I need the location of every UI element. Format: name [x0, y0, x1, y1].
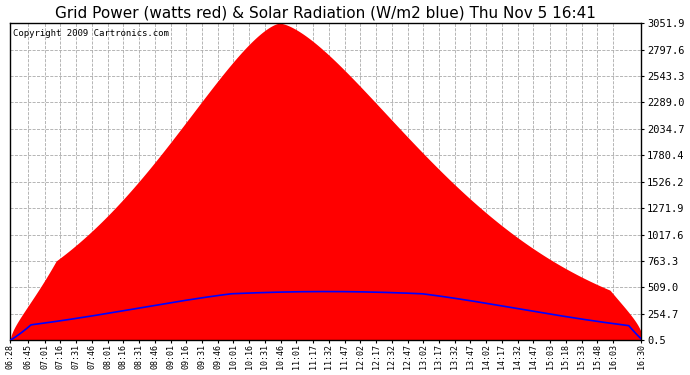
Title: Grid Power (watts red) & Solar Radiation (W/m2 blue) Thu Nov 5 16:41: Grid Power (watts red) & Solar Radiation… [55, 6, 596, 21]
Text: Copyright 2009 Cartronics.com: Copyright 2009 Cartronics.com [13, 30, 169, 39]
